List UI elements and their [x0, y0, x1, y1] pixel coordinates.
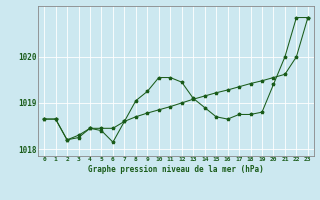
X-axis label: Graphe pression niveau de la mer (hPa): Graphe pression niveau de la mer (hPa) — [88, 165, 264, 174]
